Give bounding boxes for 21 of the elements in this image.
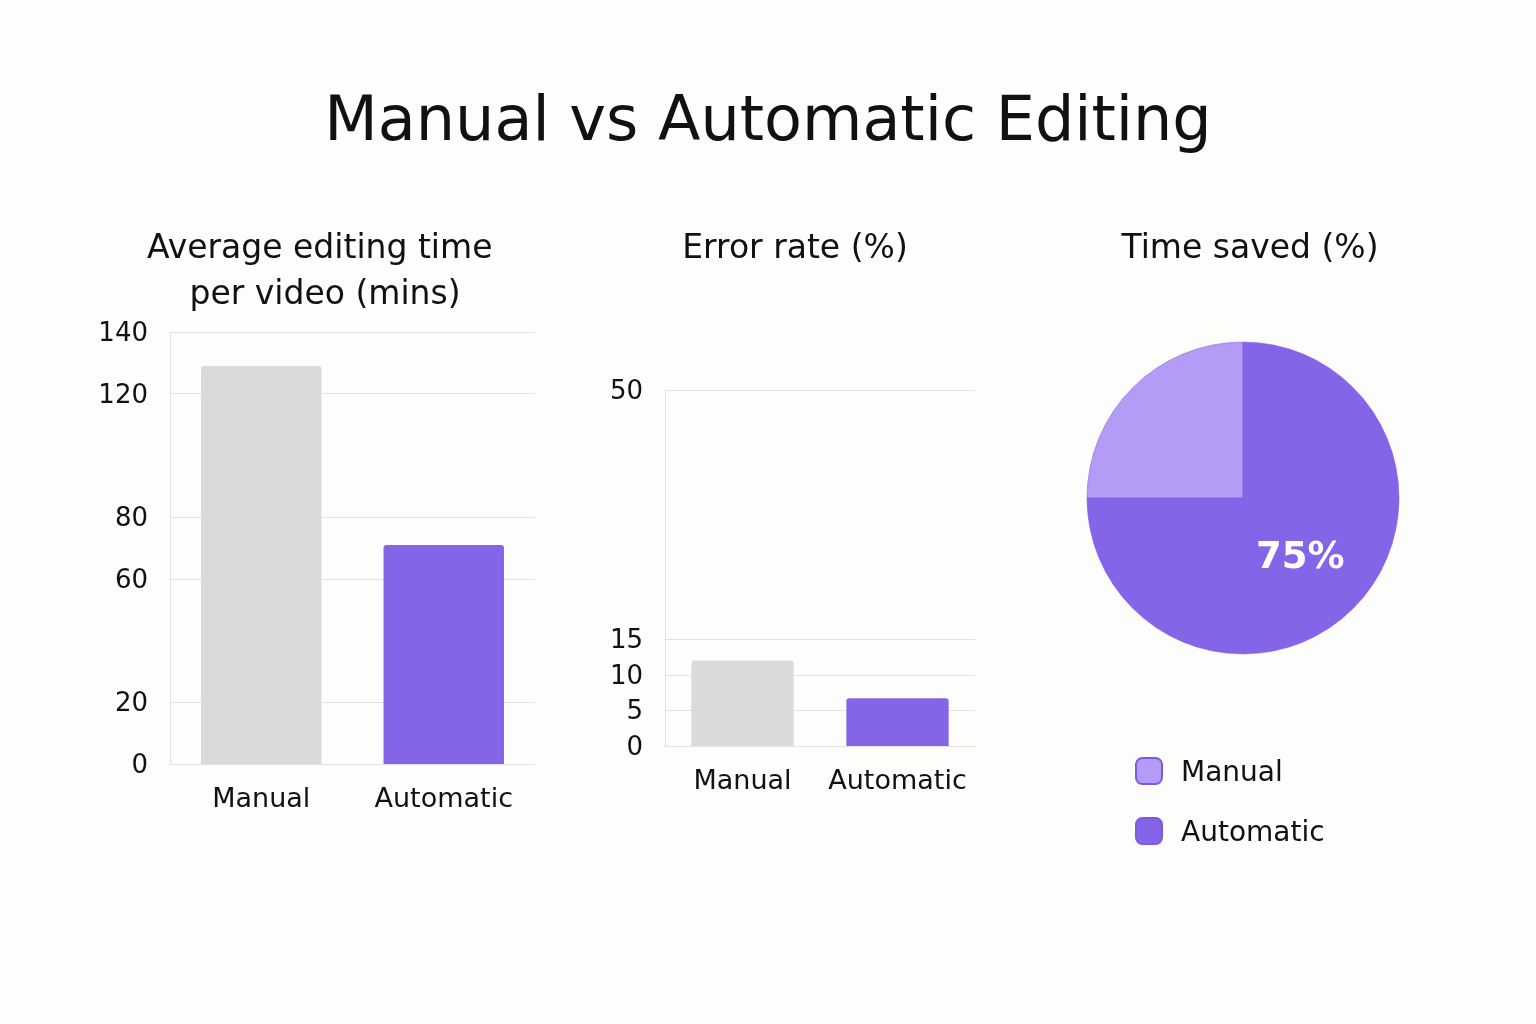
chart-subtitle: Time saved (%)	[1120, 226, 1379, 266]
legend-label: Automatic	[1181, 814, 1325, 848]
chart-subtitle: Average editing time per video (mins)	[147, 226, 503, 312]
y-tick-label: 120	[98, 378, 148, 409]
chart-subtitle: Error rate (%)	[682, 226, 908, 266]
y-tick-label: 5	[626, 695, 643, 726]
data-label: 75%	[1255, 533, 1345, 577]
y-tick-label: 15	[609, 624, 643, 655]
y-tick-label: 0	[131, 749, 148, 779]
x-tick-label: Manual	[693, 764, 792, 795]
y-tick-label: 80	[114, 502, 148, 533]
x-tick-label: Automatic	[828, 764, 967, 795]
y-tick-label: 0	[626, 731, 643, 761]
x-tick-label: Automatic	[374, 782, 513, 813]
y-tick-label: 140	[98, 317, 148, 347]
x-tick-label: Manual	[212, 782, 311, 813]
y-tick-label: 60	[114, 563, 148, 594]
text: Manual vs Automatic Editing	[323, 82, 1213, 155]
y-tick-label: 10	[609, 659, 643, 690]
y-tick-label: 20	[114, 687, 148, 718]
y-tick-label: 50	[609, 375, 643, 405]
